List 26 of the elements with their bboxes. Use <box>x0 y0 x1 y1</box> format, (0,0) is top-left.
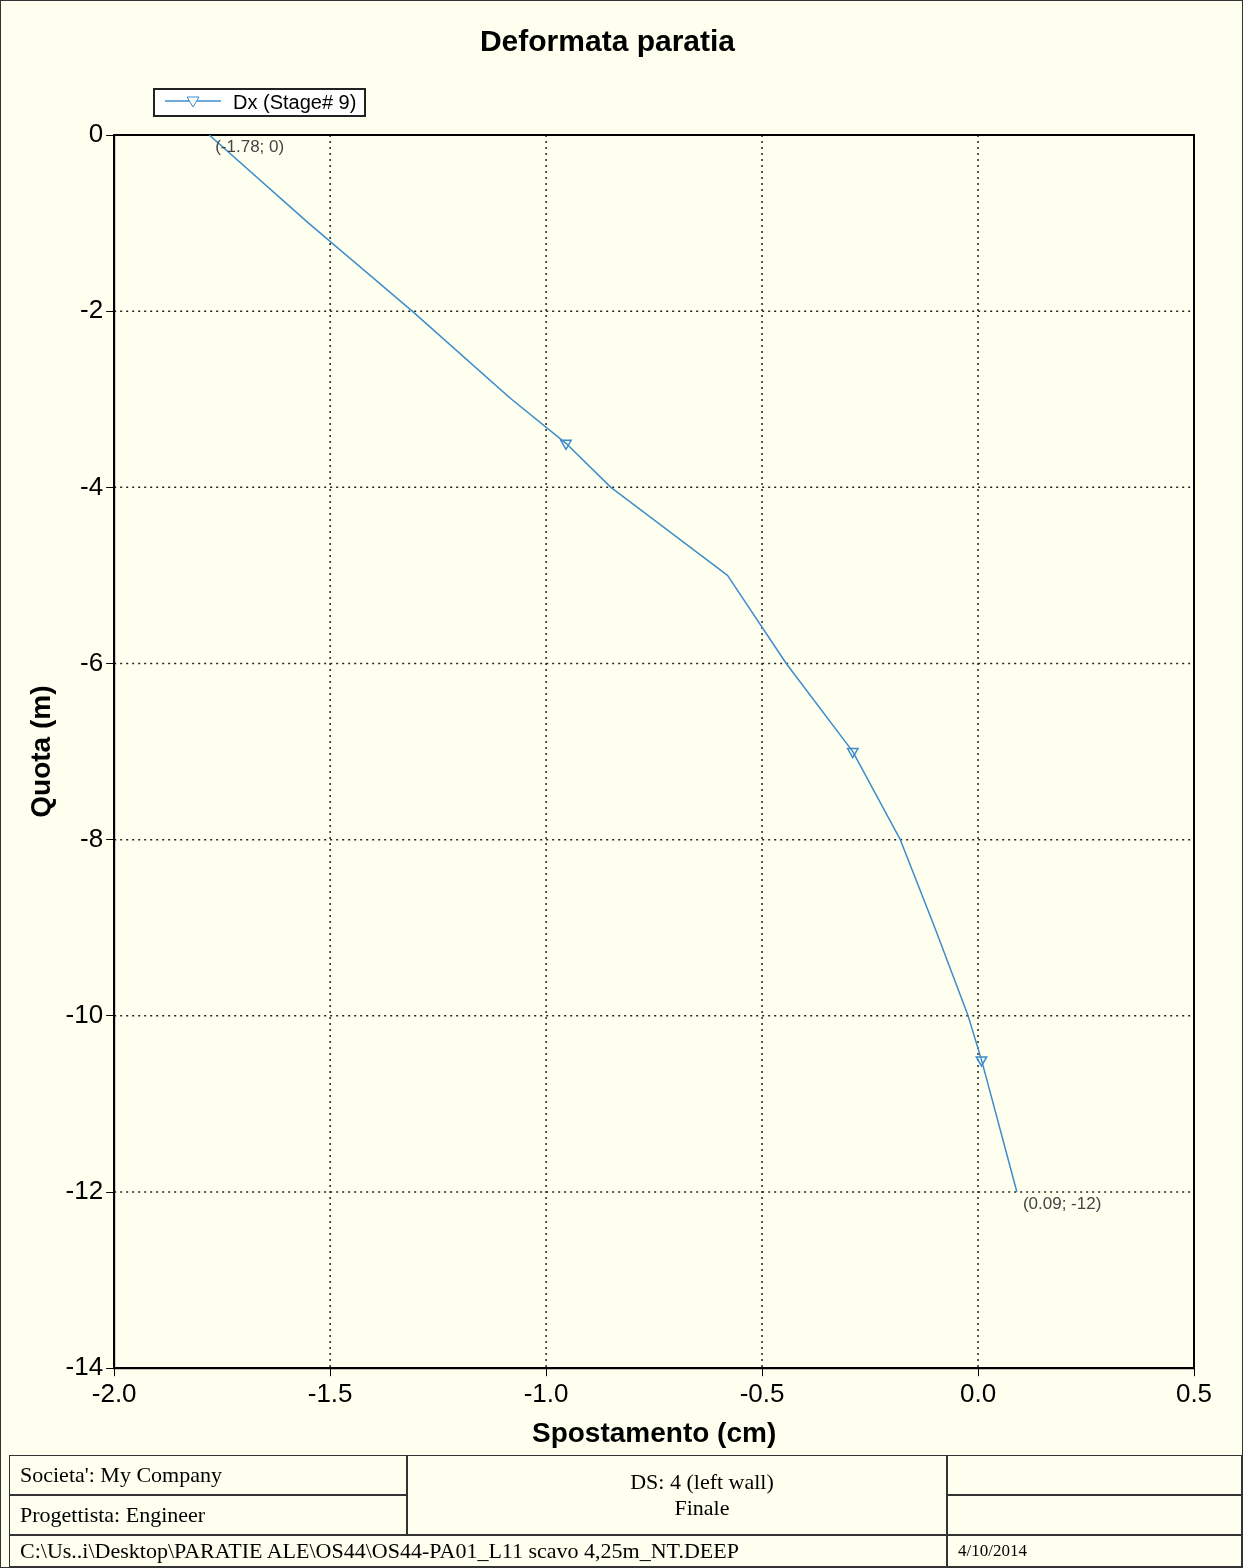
x-tick-label: -0.5 <box>739 1377 785 1408</box>
text: Finale <box>674 1495 730 1521</box>
y-axis-title: Quota (m) <box>24 685 56 818</box>
point <box>975 1056 988 1067</box>
chart-title: Deformata paratia <box>479 24 736 58</box>
y-tick-label: -10 <box>65 999 104 1030</box>
text: 4/10/2014 <box>958 1541 1027 1561</box>
legend-label: Dx (Stage# 9) <box>233 91 357 114</box>
y-tick-label: 0 <box>88 118 104 149</box>
text: Progettista: Engineer <box>20 1502 206 1528</box>
y-tick-label: -6 <box>80 646 104 677</box>
x-tick-label: 0.5 <box>1175 1377 1213 1408</box>
y-tick-label: -2 <box>80 294 104 325</box>
annotation: (0.09; -12) <box>1022 1194 1102 1214</box>
x-tick-label: 0.0 <box>959 1377 997 1408</box>
y-tick-label: -4 <box>80 470 104 501</box>
y-tick-label: -8 <box>80 822 104 853</box>
x-axis-title: Spostamento (cm) <box>531 1416 777 1448</box>
y-tick-label: -12 <box>65 1175 104 1206</box>
point <box>846 747 859 759</box>
x-tick-label: -1.5 <box>307 1377 353 1408</box>
point <box>560 439 572 451</box>
text: Societa': My Company <box>20 1462 222 1488</box>
x-tick-label: -1.0 <box>523 1377 569 1408</box>
text: C:\Us..i\Desktop\PARATIE ALE\OS44\OS44-PA01_L11 scavo 4,25m_NT.DEEP <box>20 1538 739 1564</box>
text: DS: 4 (left wall) <box>630 1469 774 1495</box>
